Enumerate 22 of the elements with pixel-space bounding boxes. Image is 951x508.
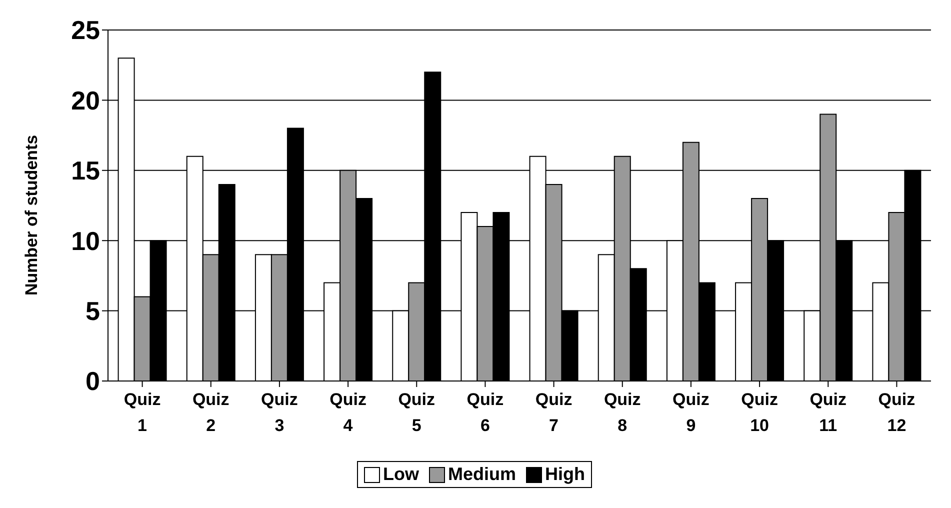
x-tick-label: Quiz 1 bbox=[124, 390, 161, 435]
y-tick-label: 25 bbox=[71, 15, 100, 46]
y-axis-title: Number of students bbox=[22, 134, 42, 296]
y-tick-label: 5 bbox=[86, 296, 100, 326]
y-tick-label: 10 bbox=[71, 226, 100, 256]
y-tick-label: 15 bbox=[71, 156, 100, 186]
x-tick-label: Quiz 10 bbox=[741, 390, 778, 435]
x-tick-label: Quiz 2 bbox=[192, 390, 230, 435]
legend-label: Medium bbox=[448, 464, 516, 485]
y-tick-label: 0 bbox=[86, 366, 100, 396]
x-tick-label: Quiz 5 bbox=[398, 390, 436, 435]
x-tick-label: Quiz 7 bbox=[535, 390, 572, 435]
legend-label: High bbox=[545, 464, 585, 485]
y-tick-label: 20 bbox=[71, 85, 100, 116]
legend-label: Low bbox=[382, 464, 419, 485]
x-tick-label: Quiz 9 bbox=[672, 390, 710, 435]
x-tick-label: Quiz 12 bbox=[878, 390, 916, 435]
x-tick-label: Quiz 8 bbox=[604, 390, 641, 435]
x-tick-label: Quiz 4 bbox=[330, 390, 366, 435]
x-tick-label: Quiz 6 bbox=[466, 390, 504, 435]
x-tick-label: Quiz 3 bbox=[261, 390, 298, 435]
x-tick-label: Quiz 11 bbox=[810, 390, 847, 435]
